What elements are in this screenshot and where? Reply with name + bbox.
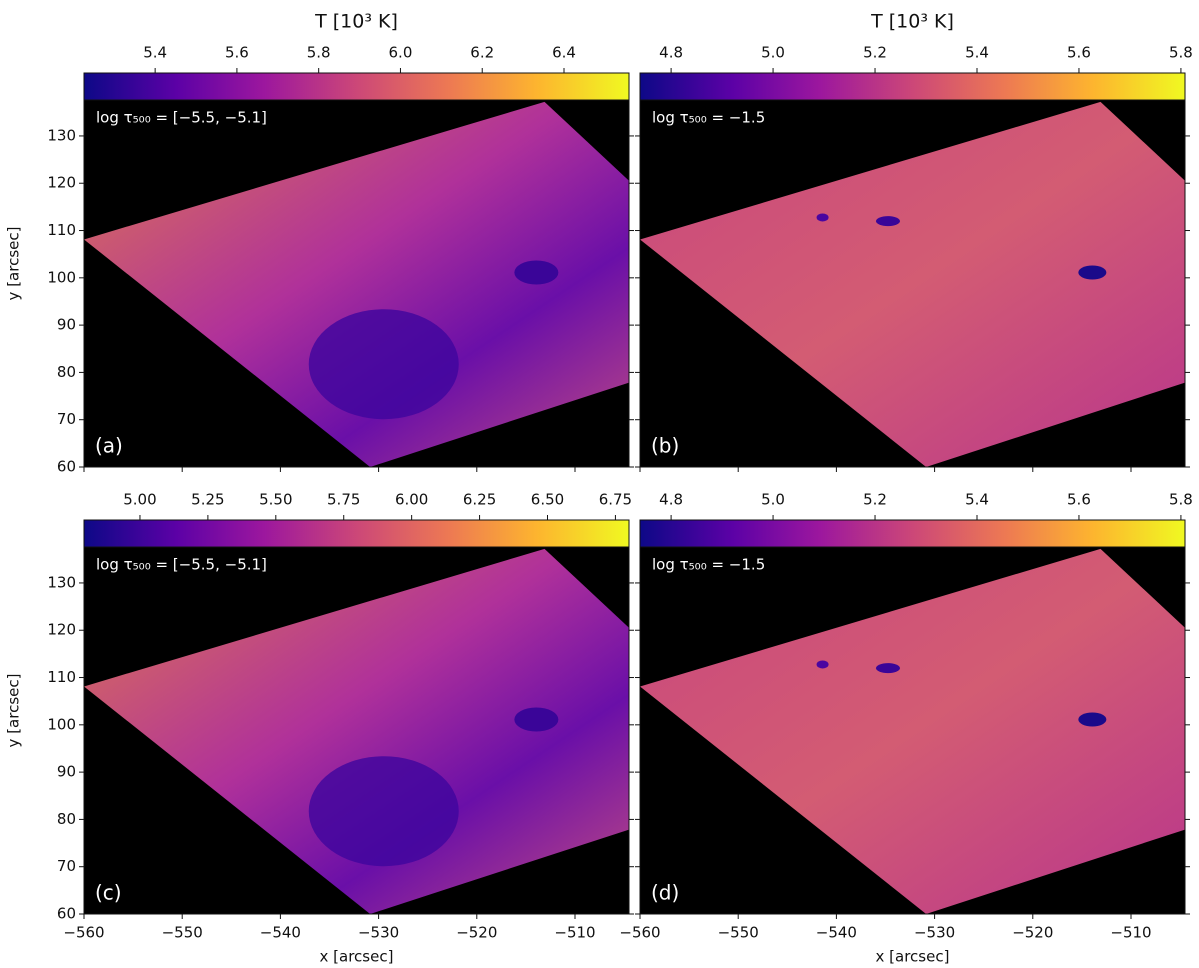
- colorbar-tick-label: 4.8: [659, 44, 683, 62]
- y-tick-label: 90: [57, 316, 76, 334]
- dark-feature: [1078, 712, 1106, 726]
- colorbar-tick-label: 5.0: [761, 44, 785, 62]
- colorbar-tick-label: 6.75: [599, 491, 632, 509]
- annotation: log τ₅₀₀ = [−5.5, −5.1]: [96, 109, 267, 127]
- y-tick-label: 80: [57, 810, 76, 828]
- dark-feature: [309, 309, 459, 419]
- colorbar-tick-label: 5.4: [143, 44, 167, 62]
- y-tick-label: 130: [47, 573, 76, 591]
- y-tick-label: 90: [57, 763, 76, 781]
- dark-feature: [817, 660, 829, 668]
- y-tick-label: 110: [47, 668, 76, 686]
- y-tick-label: 100: [47, 268, 76, 286]
- colorbar: [84, 520, 629, 547]
- x-tick-label: −540: [260, 924, 301, 942]
- y-tick-label: 60: [57, 905, 76, 923]
- x-tick-label: −520: [1012, 924, 1053, 942]
- colorbar-tick-label: 5.8: [1169, 44, 1193, 62]
- colorbar: [640, 73, 1185, 100]
- colorbar: [640, 520, 1185, 547]
- x-tick-label: −520: [456, 924, 497, 942]
- y-tick-label: 70: [57, 857, 76, 875]
- colorbar-tick-label: 5.0: [761, 491, 785, 509]
- colorbar-tick-label: 5.25: [191, 491, 224, 509]
- y-tick-label: 70: [57, 410, 76, 428]
- x-tick-label: −510: [554, 924, 595, 942]
- y-tick-label: 100: [47, 715, 76, 733]
- colorbar-tick-label: 5.8: [307, 44, 331, 62]
- dark-feature: [1078, 265, 1106, 279]
- colorbar-tick-label: 5.8: [1169, 491, 1193, 509]
- dark-feature: [514, 260, 558, 284]
- panel-label: (b): [651, 434, 679, 458]
- x-axis-label: x [arcsec]: [876, 948, 950, 966]
- x-tick-label: −510: [1110, 924, 1151, 942]
- panel-label: (c): [95, 881, 122, 905]
- y-tick-label: 80: [57, 363, 76, 381]
- x-tick-label: −550: [718, 924, 759, 942]
- colorbar-tick-label: 6.0: [389, 44, 413, 62]
- y-tick-label: 60: [57, 458, 76, 476]
- colorbar-label: T [10³ K]: [314, 11, 398, 33]
- x-tick-label: −530: [358, 924, 399, 942]
- x-tick-label: −560: [63, 924, 104, 942]
- y-axis-label: y [arcsec]: [5, 227, 23, 301]
- colorbar-tick-label: 5.2: [863, 491, 887, 509]
- x-tick-label: −550: [162, 924, 203, 942]
- colorbar-tick-label: 5.4: [965, 44, 989, 62]
- figure: 60 70 80 90 100 110 120 130 y [arcsec] 5.4 5.6 5.8 6…: [0, 0, 1199, 968]
- colorbar-tick-label: 5.75: [327, 491, 360, 509]
- dark-feature: [876, 663, 900, 673]
- x-axis-label: x [arcsec]: [320, 948, 394, 966]
- colorbar-tick-label: 4.8: [659, 491, 683, 509]
- dark-feature: [309, 756, 459, 866]
- x-tick-label: −540: [816, 924, 857, 942]
- x-tick-label: −560: [619, 924, 660, 942]
- panel-label: (a): [95, 434, 123, 458]
- dark-feature: [876, 216, 900, 226]
- y-tick-label: 130: [47, 126, 76, 144]
- colorbar-tick-label: 6.00: [395, 491, 428, 509]
- colorbar-tick-label: 5.6: [1067, 491, 1091, 509]
- annotation: log τ₅₀₀ = [−5.5, −5.1]: [96, 556, 267, 574]
- annotation: log τ₅₀₀ = −1.5: [652, 556, 765, 574]
- y-axis-label: y [arcsec]: [5, 674, 23, 748]
- annotation: log τ₅₀₀ = −1.5: [652, 109, 765, 127]
- colorbar-tick-label: 6.2: [470, 44, 494, 62]
- colorbar-label: T [10³ K]: [870, 11, 954, 33]
- y-tick-label: 110: [47, 221, 76, 239]
- y-tick-label: 120: [47, 621, 76, 639]
- panel-label: (d): [651, 881, 679, 905]
- colorbar: [84, 73, 629, 100]
- dark-feature: [817, 213, 829, 221]
- colorbar-tick-label: 5.2: [863, 44, 887, 62]
- colorbar-tick-label: 5.00: [123, 491, 156, 509]
- colorbar-tick-label: 6.25: [463, 491, 496, 509]
- x-tick-label: −530: [914, 924, 955, 942]
- colorbar-tick-label: 5.6: [1067, 44, 1091, 62]
- colorbar-tick-label: 6.50: [531, 491, 564, 509]
- colorbar-tick-label: 5.6: [225, 44, 249, 62]
- colorbar-tick-label: 5.4: [965, 491, 989, 509]
- dark-feature: [514, 707, 558, 731]
- colorbar-tick-label: 5.50: [259, 491, 292, 509]
- y-tick-label: 120: [47, 174, 76, 192]
- colorbar-tick-label: 6.4: [552, 44, 576, 62]
